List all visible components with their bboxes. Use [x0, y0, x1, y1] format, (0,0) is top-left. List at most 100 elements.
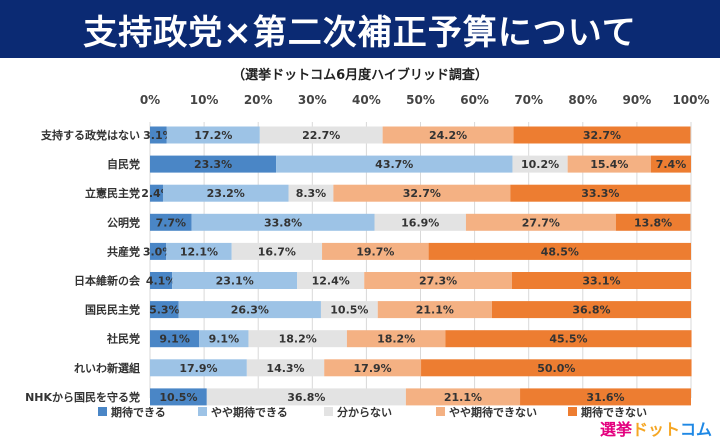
data-label: 10.2% [521, 158, 559, 171]
data-label: 4.1% [146, 275, 177, 288]
data-label: 3.1% [143, 129, 174, 142]
bar-segment [150, 184, 163, 202]
bar-segment [166, 242, 232, 260]
category-label: 自民党 [107, 157, 140, 171]
legend-label: やや期待できない [449, 405, 537, 419]
bar-segment [333, 184, 511, 202]
data-label: 43.7% [375, 158, 413, 171]
bar-segment [172, 272, 298, 289]
data-label: 17.2% [194, 129, 232, 142]
bar-segment [150, 126, 167, 144]
bar-segment [567, 155, 651, 173]
legend-swatch [568, 407, 577, 416]
bar-segment [511, 272, 691, 289]
x-tick-label: 50% [406, 93, 435, 107]
data-label: 31.6% [586, 391, 624, 404]
data-label: 14.3% [266, 362, 304, 375]
bar-segment [445, 330, 692, 348]
bar-segment [520, 388, 691, 406]
legend-label: やや期待できる [211, 405, 288, 419]
bar-segment [150, 359, 247, 377]
category-label: 国民民主党 [85, 303, 140, 317]
bar-segment [377, 301, 492, 319]
bar-segment [421, 359, 692, 377]
data-label: 19.7% [356, 245, 394, 258]
bar-segment [324, 359, 422, 377]
x-tick-label: 20% [244, 93, 273, 107]
bar-segment [248, 330, 347, 348]
x-tick-label: 70% [514, 93, 543, 107]
bar-segment [150, 301, 179, 319]
data-label: 16.9% [401, 216, 439, 229]
bar-segment [405, 388, 521, 406]
logo-part-2: ドット [631, 420, 680, 439]
bar-segment [297, 272, 365, 289]
category-label: 社民党 [106, 332, 140, 346]
category-label: 立憲民主党 [85, 186, 140, 200]
x-tick-label: 40% [352, 93, 381, 107]
bar-segment [512, 155, 568, 173]
legend-swatch [198, 407, 207, 416]
category-label: NHKから国民を守る党 [25, 390, 140, 404]
bar-segment [231, 242, 323, 260]
data-label: 12.4% [312, 275, 350, 288]
data-label: 33.1% [582, 275, 620, 288]
data-label: 26.3% [231, 304, 269, 317]
bar-segment [178, 301, 321, 319]
bar-segment [206, 388, 406, 406]
category-label: 共産党 [107, 244, 140, 258]
data-label: 5.3% [149, 304, 180, 317]
data-label: 16.7% [258, 245, 296, 258]
data-label: 18.2% [377, 333, 415, 346]
data-label: 50.0% [537, 362, 575, 375]
data-label: 48.5% [541, 245, 579, 258]
x-tick-label: 60% [460, 93, 489, 107]
logo-part-1: 選挙 [599, 420, 632, 439]
bar-segment [259, 126, 383, 144]
x-tick-label: 90% [623, 93, 652, 107]
bar-segment [191, 213, 375, 231]
data-label: 32.7% [583, 129, 621, 142]
legend-label: 期待できる [111, 405, 166, 419]
data-label: 17.9% [354, 362, 392, 375]
legend-swatch [324, 407, 333, 416]
x-tick-label: 10% [190, 93, 219, 107]
bar-segment [150, 155, 277, 173]
category-label: 支持する政党はない [40, 128, 140, 142]
category-label: 公明党 [107, 215, 140, 229]
bar-segment [276, 155, 513, 173]
data-label: 33.8% [264, 216, 302, 229]
category-label: れいわ新選組 [74, 361, 140, 375]
x-tick-label: 0% [140, 93, 160, 107]
data-label: 3.0% [143, 245, 174, 258]
data-label: 24.2% [429, 129, 467, 142]
data-label: 23.1% [216, 275, 254, 288]
data-label: 36.8% [287, 391, 325, 404]
bar-segment [346, 330, 446, 348]
data-label: 27.3% [419, 275, 457, 288]
page-title: 支持政党×第二次補正予算について [0, 0, 720, 58]
legend-swatch [98, 407, 107, 416]
x-tick-label: 30% [298, 93, 327, 107]
data-label: 32.7% [403, 187, 441, 200]
data-label: 15.4% [590, 158, 628, 171]
data-label: 21.1% [416, 304, 454, 317]
category-label: 日本維新の会 [74, 274, 141, 288]
data-label: 22.7% [302, 129, 340, 142]
data-label: 45.5% [549, 333, 587, 346]
bar-segment [246, 359, 325, 377]
bar-segment [320, 301, 378, 319]
bar-segment [150, 330, 200, 348]
bar-segment [322, 242, 429, 260]
data-label: 10.5% [159, 391, 197, 404]
bar-segment [428, 242, 691, 260]
x-tick-label: 100% [672, 93, 709, 107]
data-label: 13.8% [634, 216, 672, 229]
data-label: 18.2% [279, 333, 317, 346]
bar-segment [510, 184, 691, 202]
bar-segment [166, 126, 260, 144]
data-label: 8.3% [296, 187, 327, 200]
bar-segment [615, 213, 691, 231]
data-label: 7.4% [656, 158, 687, 171]
